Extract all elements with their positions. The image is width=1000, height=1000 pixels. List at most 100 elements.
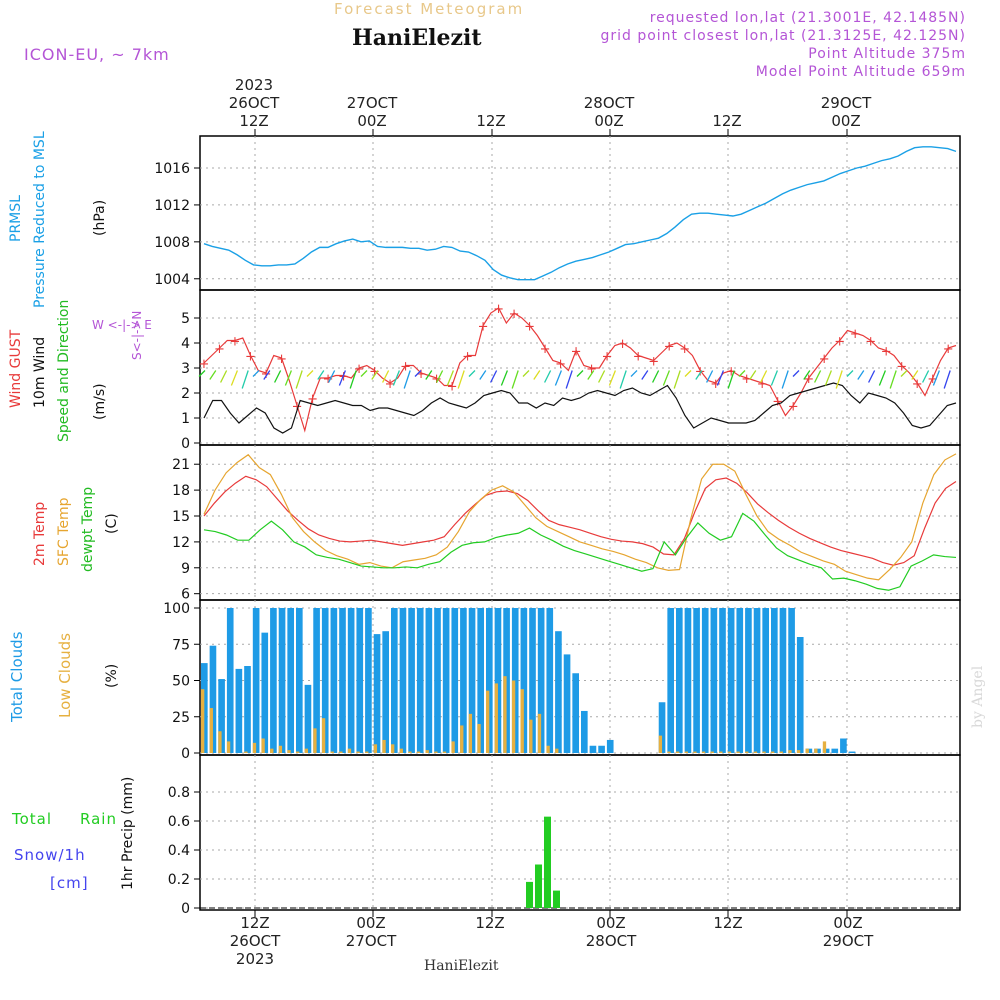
panel-frame	[199, 444, 961, 601]
low-cloud-bar	[330, 751, 334, 753]
y-tick-label: 0	[181, 746, 190, 762]
y-tick-label: 9	[181, 561, 190, 577]
low-cloud-bar	[252, 742, 257, 753]
total-cloud-bar	[848, 751, 856, 753]
wind-arrow	[220, 370, 228, 383]
total-cloud-bar	[779, 608, 787, 753]
gust-marker: +	[524, 320, 535, 335]
total-cloud-bar	[788, 608, 795, 753]
gust-marker: +	[648, 355, 659, 370]
low-cloud-bar	[771, 751, 775, 753]
wind-arrow	[565, 370, 573, 389]
gust-marker: +	[726, 365, 737, 380]
wind-arrow	[360, 370, 368, 377]
total-cloud-bar	[399, 608, 407, 753]
wind-arrow	[760, 370, 768, 383]
total-cloud-bar	[226, 608, 234, 753]
y-tick-label: 1	[181, 411, 190, 427]
wind-arrow	[446, 370, 455, 386]
total-cloud-bar	[563, 654, 571, 753]
low-cloud-bar	[779, 751, 783, 753]
gust-marker: +	[912, 377, 923, 392]
low-cloud-bar	[727, 751, 732, 753]
low-cloud-bar	[814, 748, 818, 753]
rain-bar	[526, 881, 533, 908]
wind-arrow	[835, 370, 843, 389]
total-cloud-bar	[425, 608, 433, 753]
requested-coords: requested lon,lat (21.3001E, 42.1485N)	[649, 10, 966, 26]
wind-arrow	[209, 370, 217, 380]
top-axis-label: 12Z	[712, 112, 742, 130]
low-cloud-bar	[347, 748, 352, 753]
total-cloud-bar	[572, 673, 579, 753]
total-cloud-bar	[710, 608, 718, 753]
wind-arrow	[749, 370, 757, 380]
bottom-axis-label: 12Z 26OCT 2023	[229, 914, 281, 968]
gust-marker: +	[307, 392, 318, 407]
low-cloud-bar	[434, 751, 438, 753]
total-cloud-bar	[658, 702, 666, 753]
y-tick-label: 0	[181, 901, 190, 917]
gust-marker: +	[927, 372, 938, 387]
bottom-axis-label: 12Z	[713, 914, 743, 932]
top-axis-label: 12Z	[476, 112, 506, 130]
y-tick-label: 50	[172, 674, 190, 690]
wind-arrow	[457, 370, 465, 389]
low-cloud-bar	[399, 748, 403, 753]
wind-arrow	[770, 370, 779, 386]
low-cloud-bar	[408, 751, 412, 753]
wind-arrow	[684, 370, 692, 377]
total-cloud-bar	[753, 608, 761, 753]
y-tick-label: 3	[181, 361, 190, 377]
gust-marker: +	[338, 370, 349, 385]
gust-marker: +	[230, 335, 241, 350]
y-tick-label: 18	[172, 483, 190, 499]
wind-arrow	[338, 370, 347, 386]
gust-marker: +	[261, 367, 272, 382]
total-cloud-bar	[840, 738, 847, 753]
total-cloud-bar	[701, 608, 709, 753]
wind-arrow	[328, 370, 336, 383]
wind-arrow	[846, 370, 854, 377]
wind-arrow	[392, 370, 401, 386]
low-cloud-bar	[382, 739, 386, 753]
wind-arrow	[695, 370, 703, 380]
y-tick-label: 0.4	[168, 843, 190, 859]
wind-arrow	[814, 370, 822, 383]
y-tick-label: 1008	[154, 235, 190, 251]
low-cloud-bar	[296, 751, 300, 753]
low-cloud-bar	[486, 690, 490, 753]
wind-arrow	[274, 370, 282, 383]
rain-bar	[553, 890, 560, 908]
gust-marker: +	[757, 377, 768, 392]
wind-arrow	[943, 370, 951, 389]
y-tick-label: 25	[172, 710, 190, 726]
low-cloud-bar	[788, 750, 792, 753]
total-cloud-bar	[270, 608, 277, 753]
gust-marker: +	[772, 395, 783, 410]
total-cloud-bar	[218, 679, 225, 753]
wind-arrow	[554, 370, 563, 386]
gust-marker: +	[447, 380, 458, 395]
wind-arrow	[436, 370, 444, 383]
sfc-temp-line	[203, 453, 957, 581]
low-cloud-bar	[546, 745, 550, 753]
wind-arrow	[911, 370, 919, 380]
bottom-axis-label: 12Z	[475, 914, 505, 932]
wind-arrow	[198, 370, 206, 377]
total-cloud-bar	[589, 745, 597, 753]
wind-arrow	[900, 370, 908, 377]
total-cloud-bar	[339, 608, 346, 753]
gust-marker: +	[943, 342, 954, 357]
gust-marker: +	[462, 350, 473, 365]
wind-arrow	[727, 370, 735, 389]
gust-marker: +	[679, 342, 690, 357]
low-cloud-bar	[373, 744, 378, 753]
low-cloud-bar	[537, 713, 542, 753]
rain-bar	[535, 864, 542, 908]
wind-arrow	[306, 370, 314, 377]
low-cloud-bar	[468, 713, 473, 753]
total-cloud-bar	[796, 637, 804, 753]
wind-arrow	[511, 370, 519, 389]
